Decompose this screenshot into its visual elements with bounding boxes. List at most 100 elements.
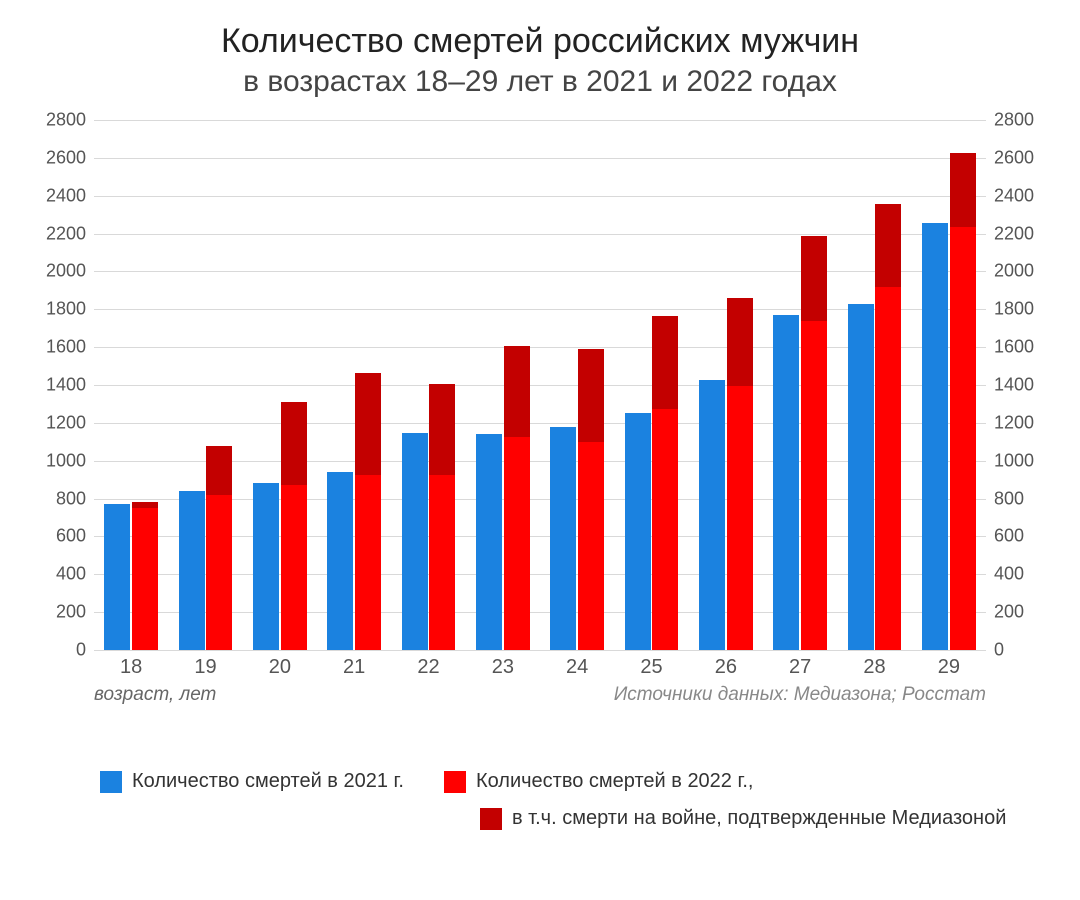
x-tick-label: 20 (269, 650, 291, 679)
bar-2022-stack (652, 316, 678, 650)
y-tick-left: 200 (56, 602, 94, 623)
bar-2021 (550, 427, 576, 650)
gridline (94, 234, 986, 235)
bar-2022-stack (801, 236, 827, 650)
bar-2022-base (281, 485, 307, 650)
y-tick-right: 2800 (986, 110, 1034, 131)
bar-2022-stack (429, 384, 455, 650)
x-tick-label: 24 (566, 650, 588, 679)
legend-label-2022: Количество смертей в 2022 г., (476, 770, 754, 793)
y-tick-left: 2000 (46, 261, 94, 282)
x-tick-label: 28 (863, 650, 885, 679)
bar-2022-stack (281, 402, 307, 650)
bar-2022-base (727, 386, 753, 650)
y-tick-left: 1400 (46, 375, 94, 396)
bar-2022-war (281, 402, 307, 485)
y-tick-right: 400 (986, 564, 1024, 585)
gridline (94, 196, 986, 197)
gridline (94, 650, 986, 651)
y-tick-left: 2800 (46, 110, 94, 131)
bar-2022-base (578, 442, 604, 650)
bar-2022-stack (727, 298, 753, 650)
y-tick-right: 1800 (986, 299, 1034, 320)
bar-2022-base (355, 475, 381, 650)
x-tick-label: 21 (343, 650, 365, 679)
y-tick-left: 1200 (46, 412, 94, 433)
chart-title-line2: в возрастах 18–29 лет в 2021 и 2022 года… (30, 63, 1050, 101)
y-tick-right: 1000 (986, 450, 1034, 471)
y-tick-left: 400 (56, 564, 94, 585)
y-tick-right: 2400 (986, 185, 1034, 206)
y-tick-left: 1800 (46, 299, 94, 320)
bar-2022-base (132, 508, 158, 650)
legend-swatch-2022 (444, 771, 466, 793)
legend-label-2021: Количество смертей в 2021 г. (132, 770, 404, 793)
legend-swatch-2021 (100, 771, 122, 793)
bar-2022-war (578, 349, 604, 442)
legend-row-1: Количество смертей в 2021 г. Количество … (100, 770, 1050, 793)
y-tick-left: 1600 (46, 337, 94, 358)
bar-2021 (699, 380, 725, 650)
bar-2021 (848, 304, 874, 650)
bar-2022-base (504, 437, 530, 650)
legend-item-war: в т.ч. смерти на войне, подтвержденные М… (480, 807, 1006, 830)
bar-2022-stack (875, 204, 901, 650)
bar-2022-stack (132, 502, 158, 650)
chart-title-line1: Количество смертей российских мужчин (30, 20, 1050, 63)
x-tick-label: 27 (789, 650, 811, 679)
bar-2022-stack (578, 349, 604, 650)
chart-title-block: Количество смертей российских мужчин в в… (30, 20, 1050, 100)
chart-area: возраст, лет Источники данных: Медиазона… (30, 110, 1050, 690)
bar-2021 (179, 491, 205, 650)
legend-item-2021: Количество смертей в 2021 г. (100, 770, 404, 793)
gridline (94, 158, 986, 159)
plot-area: возраст, лет Источники данных: Медиазона… (94, 120, 986, 650)
bar-2022-base (801, 321, 827, 650)
x-tick-label: 18 (120, 650, 142, 679)
bar-2022-war (504, 346, 530, 437)
x-tick-label: 22 (417, 650, 439, 679)
y-tick-left: 800 (56, 488, 94, 509)
bar-2022-stack (504, 346, 530, 650)
y-tick-left: 2600 (46, 147, 94, 168)
y-tick-right: 0 (986, 640, 1004, 661)
bar-2022-base (652, 409, 678, 650)
bar-2022-war (206, 446, 232, 495)
bar-2022-war (727, 298, 753, 386)
x-tick-label: 26 (715, 650, 737, 679)
bar-2022-war (875, 204, 901, 286)
bar-2021 (922, 223, 948, 650)
y-tick-right: 2200 (986, 223, 1034, 244)
legend-label-war: в т.ч. смерти на войне, подтвержденные М… (512, 807, 1006, 830)
legend-row-2: в т.ч. смерти на войне, подтвержденные М… (100, 807, 1050, 830)
bar-2022-base (206, 495, 232, 650)
x-tick-label: 23 (492, 650, 514, 679)
x-tick-label: 19 (194, 650, 216, 679)
bar-2021 (402, 433, 428, 650)
bar-2022-base (875, 287, 901, 650)
bar-2021 (327, 472, 353, 650)
x-tick-label: 29 (938, 650, 960, 679)
bar-2022-war (801, 236, 827, 320)
y-tick-left: 2200 (46, 223, 94, 244)
bar-2022-stack (355, 373, 381, 650)
bar-2021 (253, 483, 279, 650)
chart-container: Количество смертей российских мужчин в в… (0, 0, 1080, 900)
legend: Количество смертей в 2021 г. Количество … (30, 770, 1050, 830)
y-tick-right: 1400 (986, 375, 1034, 396)
bar-2022-war (132, 502, 158, 508)
y-tick-left: 1000 (46, 450, 94, 471)
y-tick-right: 1600 (986, 337, 1034, 358)
bar-2022-stack (950, 153, 976, 650)
legend-item-2022: Количество смертей в 2022 г., (444, 770, 754, 793)
gridline (94, 120, 986, 121)
bar-2022-war (652, 316, 678, 409)
y-tick-left: 0 (76, 640, 94, 661)
bar-2021 (476, 434, 502, 650)
y-tick-left: 600 (56, 526, 94, 547)
x-tick-label: 25 (640, 650, 662, 679)
bar-2021 (773, 315, 799, 650)
bar-2022-war (429, 384, 455, 475)
bar-2022-base (429, 475, 455, 650)
y-tick-left: 2400 (46, 185, 94, 206)
